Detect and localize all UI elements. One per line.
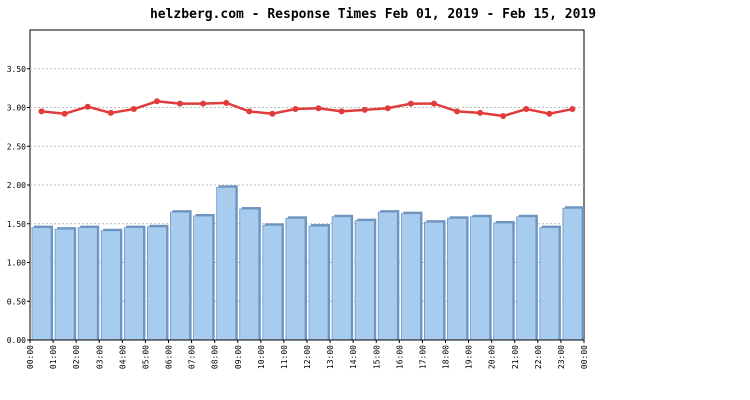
bar bbox=[331, 216, 352, 341]
bar bbox=[100, 230, 121, 341]
bar bbox=[377, 211, 398, 341]
x-tick-label: 18:00 bbox=[442, 345, 451, 369]
x-tick-label: 00:00 bbox=[26, 345, 35, 369]
y-tick-label: 2.00 bbox=[7, 181, 26, 190]
y-tick-label: 0.50 bbox=[7, 297, 26, 306]
line-marker bbox=[523, 106, 530, 113]
y-tick-label: 3.50 bbox=[7, 65, 26, 74]
line-marker bbox=[430, 100, 437, 107]
bar bbox=[516, 216, 537, 341]
bar bbox=[31, 227, 52, 341]
line-marker bbox=[177, 100, 184, 107]
line-marker bbox=[569, 106, 576, 113]
line-marker bbox=[500, 113, 507, 120]
line-marker bbox=[107, 109, 114, 116]
bar bbox=[493, 222, 514, 341]
x-tick-label: 11:00 bbox=[280, 345, 289, 369]
line-marker bbox=[315, 105, 322, 112]
bar bbox=[354, 220, 375, 341]
line-marker bbox=[153, 98, 160, 105]
x-tick-label: 17:00 bbox=[418, 345, 427, 369]
line-marker bbox=[223, 99, 230, 106]
x-tick-label: 05:00 bbox=[141, 345, 150, 369]
bar bbox=[447, 217, 467, 341]
bar bbox=[262, 224, 283, 341]
line bbox=[41, 100, 573, 118]
line-marker bbox=[477, 109, 484, 116]
line-marker bbox=[246, 108, 253, 115]
bar bbox=[193, 215, 214, 341]
x-tick-label: 01:00 bbox=[49, 345, 58, 369]
line-marker bbox=[292, 106, 299, 113]
line-marker bbox=[454, 108, 461, 115]
x-tick-label: 20:00 bbox=[488, 345, 497, 369]
bar bbox=[562, 207, 583, 341]
x-tick-label: 16:00 bbox=[395, 345, 404, 369]
x-tick-label: 19:00 bbox=[465, 345, 474, 369]
x-tick-label: 22:00 bbox=[534, 345, 543, 369]
x-tick-label: 23:00 bbox=[557, 345, 566, 369]
line-marker bbox=[338, 108, 345, 115]
x-tick-label: 14:00 bbox=[349, 345, 358, 369]
line-marker bbox=[200, 100, 207, 107]
line-marker bbox=[546, 110, 553, 117]
bar bbox=[285, 217, 306, 341]
bar bbox=[123, 227, 144, 341]
bar bbox=[216, 186, 237, 341]
y-tick-label: 3.00 bbox=[7, 104, 26, 113]
bar bbox=[308, 225, 329, 341]
x-tick-label: 03:00 bbox=[95, 345, 104, 369]
bar bbox=[424, 221, 444, 341]
chart-title: helzberg.com - Response Times Feb 01, 20… bbox=[150, 7, 596, 22]
bar bbox=[170, 211, 190, 341]
y-tick-label: 2.50 bbox=[7, 142, 26, 151]
x-tick-label: 02:00 bbox=[72, 345, 81, 369]
x-tick-label: 00:00 bbox=[580, 345, 589, 369]
bar bbox=[400, 213, 421, 341]
x-tick-label: 08:00 bbox=[211, 345, 220, 369]
bar bbox=[539, 227, 560, 341]
x-tick-label: 10:00 bbox=[257, 345, 266, 369]
bar bbox=[147, 226, 167, 341]
y-tick-label: 0.00 bbox=[7, 336, 26, 345]
line-marker bbox=[84, 103, 91, 110]
line-marker bbox=[38, 108, 45, 115]
line-marker bbox=[384, 105, 391, 112]
bar bbox=[470, 216, 491, 341]
line-marker bbox=[269, 110, 276, 117]
y-tick-label: 1.00 bbox=[7, 259, 26, 268]
x-tick-label: 13:00 bbox=[326, 345, 335, 369]
x-tick-label: 21:00 bbox=[511, 345, 520, 369]
x-tick-label: 12:00 bbox=[303, 345, 312, 369]
x-tick-label: 09:00 bbox=[234, 345, 243, 369]
bar bbox=[54, 228, 75, 341]
line-marker bbox=[361, 106, 368, 113]
x-tick-label: 04:00 bbox=[118, 345, 127, 369]
y-tick-label: 1.50 bbox=[7, 220, 26, 229]
line-marker bbox=[61, 110, 68, 117]
bar bbox=[77, 227, 98, 341]
x-tick-label: 07:00 bbox=[188, 345, 197, 369]
x-tick-label: 15:00 bbox=[372, 345, 381, 369]
x-tick-label: 06:00 bbox=[165, 345, 174, 369]
line-marker bbox=[407, 100, 414, 107]
line-marker bbox=[130, 106, 137, 113]
bar bbox=[239, 208, 260, 341]
